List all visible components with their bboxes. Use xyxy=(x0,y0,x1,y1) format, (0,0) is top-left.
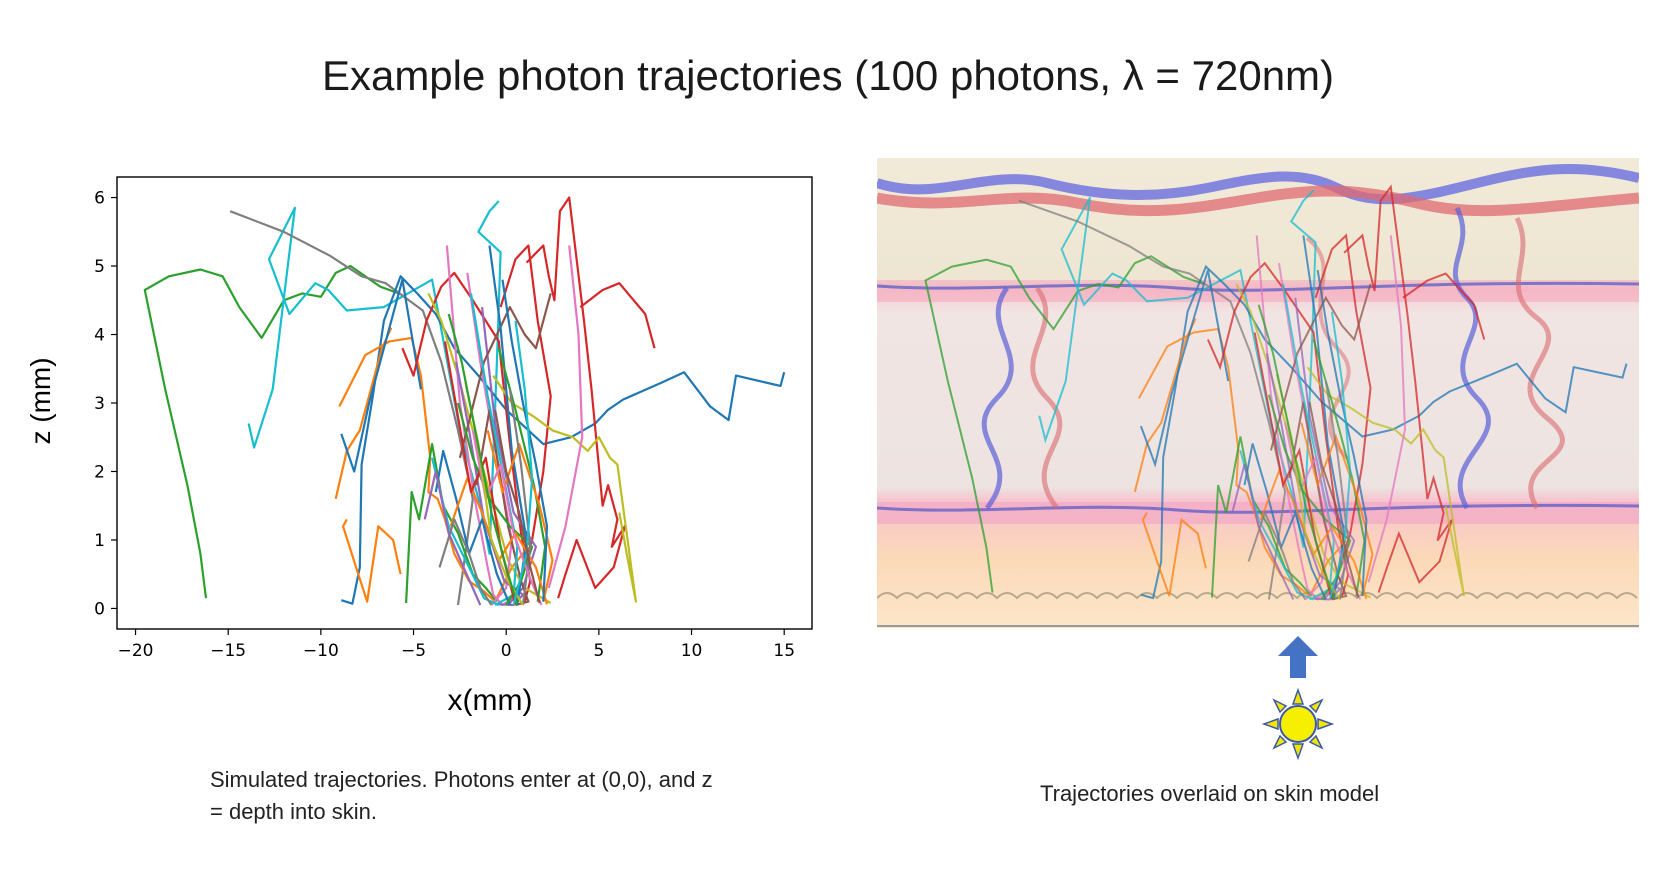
overlay-trajectory-30 xyxy=(1300,422,1374,597)
overlay-trajectory-22 xyxy=(1288,401,1348,601)
skin-surface-edge xyxy=(877,592,1638,600)
overlay-trajectory-38 xyxy=(1257,304,1335,600)
x-axis-label: x(mm) xyxy=(448,684,533,717)
y-tick-label: 5 xyxy=(94,257,105,277)
overlay-trajectory-21 xyxy=(1269,283,1372,451)
trajectory-line-28 xyxy=(497,347,547,602)
x-tick-label: 10 xyxy=(681,641,703,661)
blue-vessel-mid xyxy=(877,281,1639,292)
y-tick-label: 4 xyxy=(94,326,105,346)
up-arrow-icon xyxy=(1278,636,1318,678)
y-tick-label: 1 xyxy=(94,531,105,551)
trajectory-line-33 xyxy=(508,389,532,606)
plot-caption: Simulated trajectories. Photons enter at… xyxy=(210,767,713,824)
x-tick-label: 0 xyxy=(501,641,512,661)
overlay-trajectory-5 xyxy=(1137,327,1347,598)
y-tick-label: 0 xyxy=(94,599,105,619)
skin-model-caption: Trajectories overlaid on skin model xyxy=(1040,781,1380,806)
trajectory-line-14 xyxy=(492,374,638,603)
y-tick-label: 6 xyxy=(94,189,105,209)
trajectory-line-11 xyxy=(525,196,626,599)
overlay-trajectory-14 xyxy=(1306,366,1465,597)
skin-layers-background xyxy=(877,158,1639,628)
y-tick-label: 2 xyxy=(94,462,105,482)
overlay-trajectory-33 xyxy=(1324,380,1350,600)
overlay-trajectory-11 xyxy=(1343,184,1453,593)
x-tick-label: 15 xyxy=(773,641,795,661)
y-tick-label: 3 xyxy=(94,394,105,414)
overlay-trajectory-2 xyxy=(1038,189,1317,548)
overlay-trajectory-7 xyxy=(1141,512,1207,597)
x-tick-label: 5 xyxy=(593,641,604,661)
trajectory-line-1 xyxy=(143,264,400,599)
trajectory-line-5 xyxy=(338,336,530,603)
x-tick-label: −5 xyxy=(401,641,426,661)
overlay-trajectory-1 xyxy=(924,255,1205,593)
light-source xyxy=(1262,636,1334,760)
skin-model-illustration xyxy=(877,158,1639,628)
overlay-trajectory-27 xyxy=(1267,394,1352,601)
trajectory-line-4 xyxy=(340,275,786,605)
y-axis-label: z (mm) xyxy=(25,357,56,444)
blue-vessel-low xyxy=(877,503,1639,514)
overlay-trajectory-3 xyxy=(1018,199,1287,600)
trajectory-line-30 xyxy=(486,430,554,602)
trajectory-lines xyxy=(143,196,786,607)
blue-vessel-top xyxy=(877,163,1639,205)
trajectory-line-7 xyxy=(342,518,402,603)
overlay-trajectory-34 xyxy=(1231,464,1295,600)
trajectory-line-21 xyxy=(458,293,552,459)
overlay-trajectory-40 xyxy=(1308,401,1360,598)
trajectory-line-2 xyxy=(247,200,502,555)
trajectory-line-34 xyxy=(423,470,482,606)
x-ticks: −20 −15 −10 −5 0 5 10 15 xyxy=(118,629,795,661)
trajectory-line-12 xyxy=(579,282,656,349)
x-tick-label: −15 xyxy=(210,641,246,661)
overlaid-trajectories xyxy=(924,184,1628,601)
overlay-trajectory-17 xyxy=(1367,235,1407,583)
red-capillary-loop-1 xyxy=(1030,286,1063,510)
trajectory-line-40 xyxy=(494,409,541,604)
trajectory-line-27 xyxy=(456,402,534,606)
trajectory-line-8 xyxy=(340,278,422,473)
overlay-trajectory-8 xyxy=(1139,269,1230,468)
y-ticks: 0 1 2 3 4 5 6 xyxy=(94,189,117,619)
blue-capillary-loop-1 xyxy=(981,286,1014,510)
trajectory-line-17 xyxy=(547,245,584,589)
overlay-trajectory-28 xyxy=(1312,339,1366,597)
slide-title: Example photon trajectories (100 photons… xyxy=(321,52,1335,99)
trajectory-line-3 xyxy=(229,210,474,606)
red-vessel-top xyxy=(877,185,1639,217)
overlay-trajectory-39 xyxy=(1328,311,1352,600)
x-tick-label: −20 xyxy=(118,641,154,661)
blue-capillary-loop-2 xyxy=(1453,206,1491,510)
overlay-trajectory-4 xyxy=(1140,264,1628,600)
red-capillary-loop-2 xyxy=(1514,216,1565,510)
sun-icon xyxy=(1262,687,1334,760)
trajectory-line-39 xyxy=(512,320,534,606)
overlay-trajectory-12 xyxy=(1402,272,1486,340)
x-tick-label: −10 xyxy=(303,641,339,661)
trajectory-line-22 xyxy=(475,408,530,607)
trajectory-line-38 xyxy=(447,313,519,606)
